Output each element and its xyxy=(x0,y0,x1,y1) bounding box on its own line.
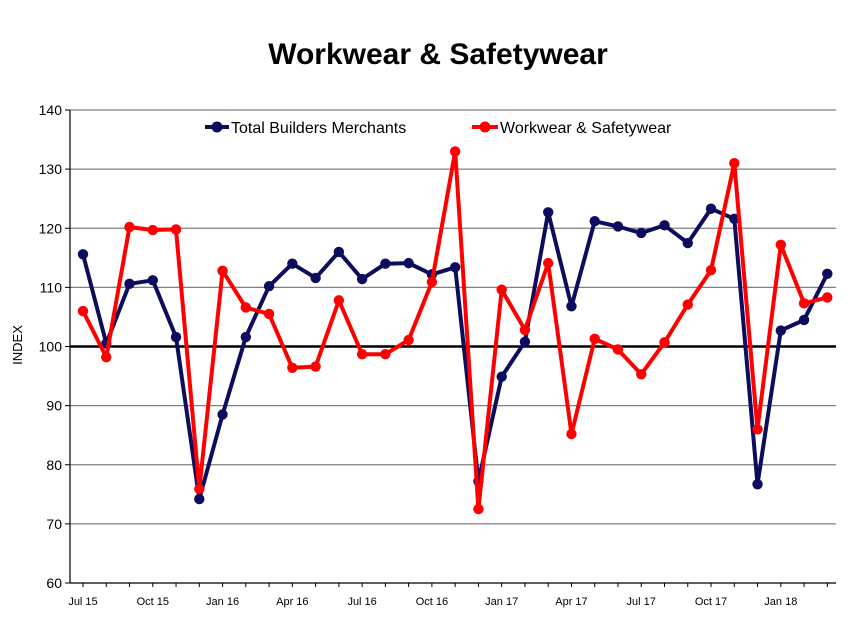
data-point xyxy=(380,348,391,360)
data-point xyxy=(752,424,763,435)
y-axis-label: INDEX xyxy=(10,325,25,365)
data-point xyxy=(636,369,647,380)
data-point xyxy=(124,221,135,233)
data-point xyxy=(705,265,717,276)
legend-swatch-marker xyxy=(211,121,223,133)
data-point xyxy=(426,276,438,288)
data-point xyxy=(263,308,275,320)
data-point xyxy=(566,301,577,312)
y-tick-label: 110 xyxy=(40,279,63,295)
data-point xyxy=(356,273,368,285)
data-point xyxy=(496,284,507,295)
data-point xyxy=(101,351,112,363)
x-tick-label: Apr 16 xyxy=(276,596,308,608)
data-point xyxy=(543,257,554,269)
x-tick-label: Jan 16 xyxy=(206,596,239,608)
data-point xyxy=(449,262,461,273)
data-point xyxy=(519,336,531,347)
data-point xyxy=(310,272,321,284)
data-point xyxy=(333,246,345,258)
data-point xyxy=(589,215,600,227)
data-point xyxy=(124,278,135,290)
data-point xyxy=(403,257,414,269)
legend-swatch-marker xyxy=(479,121,491,133)
data-point xyxy=(147,224,158,236)
chart-title: Workwear & Safetywear xyxy=(268,38,608,71)
data-point xyxy=(449,146,461,157)
data-point xyxy=(403,334,414,346)
data-point xyxy=(822,268,833,279)
data-point xyxy=(589,333,600,345)
x-tick-label: Jul 16 xyxy=(347,596,376,608)
data-point xyxy=(822,292,833,303)
data-point xyxy=(240,331,252,343)
data-point xyxy=(659,337,670,348)
data-point xyxy=(194,483,205,495)
series-layer xyxy=(77,146,833,515)
data-point xyxy=(659,220,670,231)
data-point xyxy=(775,239,786,251)
data-point xyxy=(170,331,182,343)
data-point xyxy=(612,221,624,232)
data-point xyxy=(263,280,275,292)
x-tick-label: Jul 17 xyxy=(627,596,656,608)
legend: Total Builders Merchants Workwear & Safet… xyxy=(205,120,672,137)
y-tick-label: 90 xyxy=(46,398,62,414)
y-tick-label: 80 xyxy=(46,457,62,473)
data-point xyxy=(147,275,158,286)
x-tick-label: Oct 16 xyxy=(416,596,448,608)
data-point xyxy=(287,362,298,373)
x-tick-label: Jan 18 xyxy=(764,596,797,608)
legend-item: Workwear & Safetywear xyxy=(472,120,672,137)
data-point xyxy=(240,302,252,313)
data-point xyxy=(217,409,228,420)
x-tick-label: Apr 17 xyxy=(555,596,587,608)
y-tick-label: 100 xyxy=(39,339,63,355)
x-tick-label: Jan 17 xyxy=(485,596,518,608)
data-point xyxy=(287,258,298,269)
data-point xyxy=(798,314,810,326)
data-point xyxy=(682,299,693,310)
x-tick-label: Jul 15 xyxy=(68,596,97,608)
data-point xyxy=(612,344,624,355)
data-point xyxy=(356,348,368,360)
y-tick-label: 60 xyxy=(46,575,62,591)
data-point xyxy=(170,224,182,235)
y-tick-label: 140 xyxy=(39,102,63,118)
data-point xyxy=(729,213,740,224)
data-point xyxy=(217,265,228,277)
data-point xyxy=(496,371,507,382)
legend-label: Total Builders Merchants xyxy=(231,120,406,137)
y-tick-label: 120 xyxy=(39,220,63,236)
data-point xyxy=(543,207,554,218)
data-point xyxy=(705,203,717,214)
series-line xyxy=(81,149,828,512)
data-point xyxy=(775,325,786,336)
x-tick-label: Oct 15 xyxy=(137,596,169,608)
data-point xyxy=(194,493,205,505)
data-point xyxy=(566,428,577,440)
data-point xyxy=(798,298,810,309)
data-point xyxy=(77,249,89,260)
y-tick-label: 130 xyxy=(39,161,63,177)
data-point xyxy=(473,503,484,515)
data-point xyxy=(729,158,740,169)
x-tick-label: Oct 17 xyxy=(695,596,727,608)
data-point xyxy=(380,258,391,269)
data-point xyxy=(519,324,531,336)
data-point xyxy=(77,305,89,317)
y-tick-label: 70 xyxy=(46,516,62,532)
data-point xyxy=(752,479,763,490)
data-point xyxy=(636,227,647,239)
data-point xyxy=(682,237,693,249)
legend-label: Workwear & Safetywear xyxy=(500,120,672,137)
data-point xyxy=(310,361,321,372)
legend-item: Total Builders Merchants xyxy=(205,120,406,137)
series-workwear-safetywear xyxy=(77,146,833,515)
series-total-builders-merchants xyxy=(77,203,833,505)
axes: 60 70 80 90 100 110 120 130 140 Jul 15 Oct 15 Jan 1… xyxy=(39,102,836,608)
data-point xyxy=(333,295,345,306)
